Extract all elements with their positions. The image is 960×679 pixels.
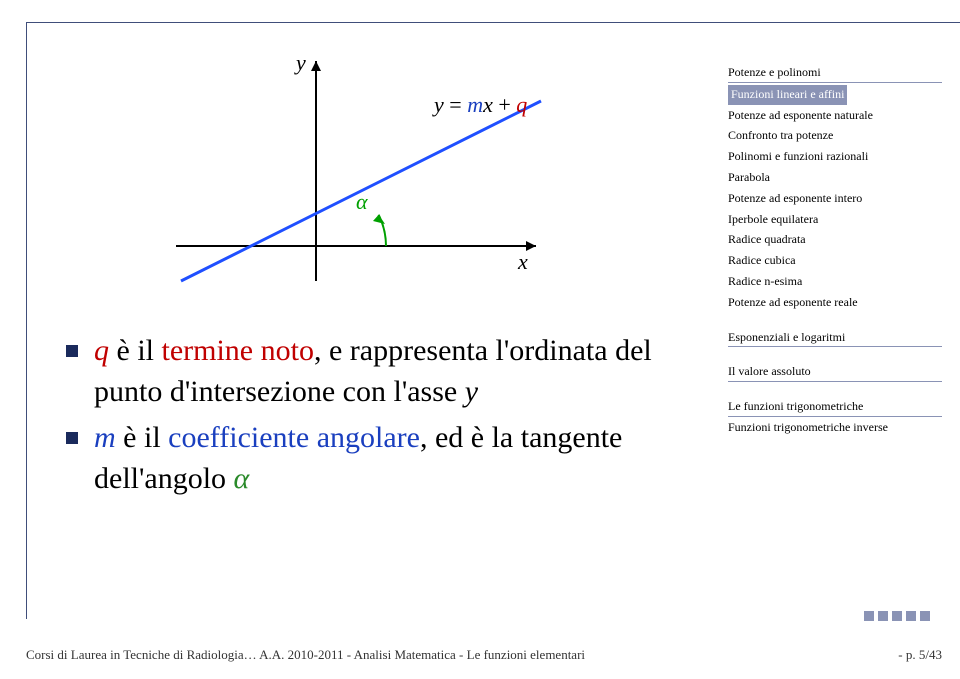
progress-indicator: [864, 611, 930, 621]
sidebar-item[interactable]: Radice cubica: [728, 252, 942, 271]
progress-dot: [906, 611, 916, 621]
sidebar-item[interactable]: Radice quadrata: [728, 231, 942, 250]
progress-dot: [878, 611, 888, 621]
bullet-text: m è il coefficiente angolare, ed è la ta…: [94, 418, 704, 499]
bullet-item: m è il coefficiente angolare, ed è la ta…: [66, 418, 704, 499]
footer-left: Corsi di Laurea in Tecniche di Radiologi…: [26, 647, 585, 663]
svg-text:y: y: [294, 50, 306, 75]
sidebar-item[interactable]: Iperbole equilatera: [728, 211, 942, 230]
sidebar-item[interactable]: Polinomi e funzioni razionali: [728, 148, 942, 167]
content-column: y x α y = mx + q q è il termine noto, e rap…: [66, 46, 704, 621]
bullet-text: q è il termine noto, e rappresenta l'ord…: [94, 331, 704, 412]
sidebar-item[interactable]: Confronto tra potenze: [728, 127, 942, 146]
sidebar-item[interactable]: Potenze ad esponente intero: [728, 190, 942, 209]
progress-dot: [892, 611, 902, 621]
sidebar-nav: Potenze e polinomi Funzioni lineari e aff…: [728, 46, 942, 621]
bullet-item: q è il termine noto, e rappresenta l'ord…: [66, 331, 704, 412]
sidebar-item[interactable]: Parabola: [728, 169, 942, 188]
footer: Corsi di Laurea in Tecniche di Radiologi…: [26, 647, 942, 663]
progress-dot: [864, 611, 874, 621]
bullet-list: q è il termine noto, e rappresenta l'ord…: [66, 331, 704, 499]
sidebar-item[interactable]: Il valore assoluto: [728, 363, 942, 382]
main-area: y x α y = mx + q q è il termine noto, e rap…: [26, 22, 960, 631]
sidebar-item[interactable]: Funzioni trigonometriche inverse: [728, 419, 942, 438]
sidebar-item[interactable]: Radice n-esima: [728, 273, 942, 292]
sidebar-item[interactable]: Le funzioni trigonometriche: [728, 398, 942, 417]
svg-text:y = mx + q: y = mx + q: [432, 92, 527, 117]
sidebar-item[interactable]: Potenze ad esponente reale: [728, 294, 942, 313]
sidebar-item[interactable]: Potenze e polinomi: [728, 64, 942, 83]
sidebar-item[interactable]: Funzioni lineari e affini: [728, 85, 847, 105]
svg-text:α: α: [356, 189, 368, 214]
svg-text:x: x: [517, 249, 528, 274]
bullet-marker-icon: [66, 345, 78, 357]
sidebar-item[interactable]: Esponenziali e logaritmi: [728, 329, 942, 348]
footer-page: - p. 5/43: [898, 647, 942, 663]
line-diagram: y x α y = mx + q: [156, 46, 704, 301]
sidebar-item[interactable]: Potenze ad esponente naturale: [728, 107, 942, 126]
progress-dot: [920, 611, 930, 621]
bullet-marker-icon: [66, 432, 78, 444]
